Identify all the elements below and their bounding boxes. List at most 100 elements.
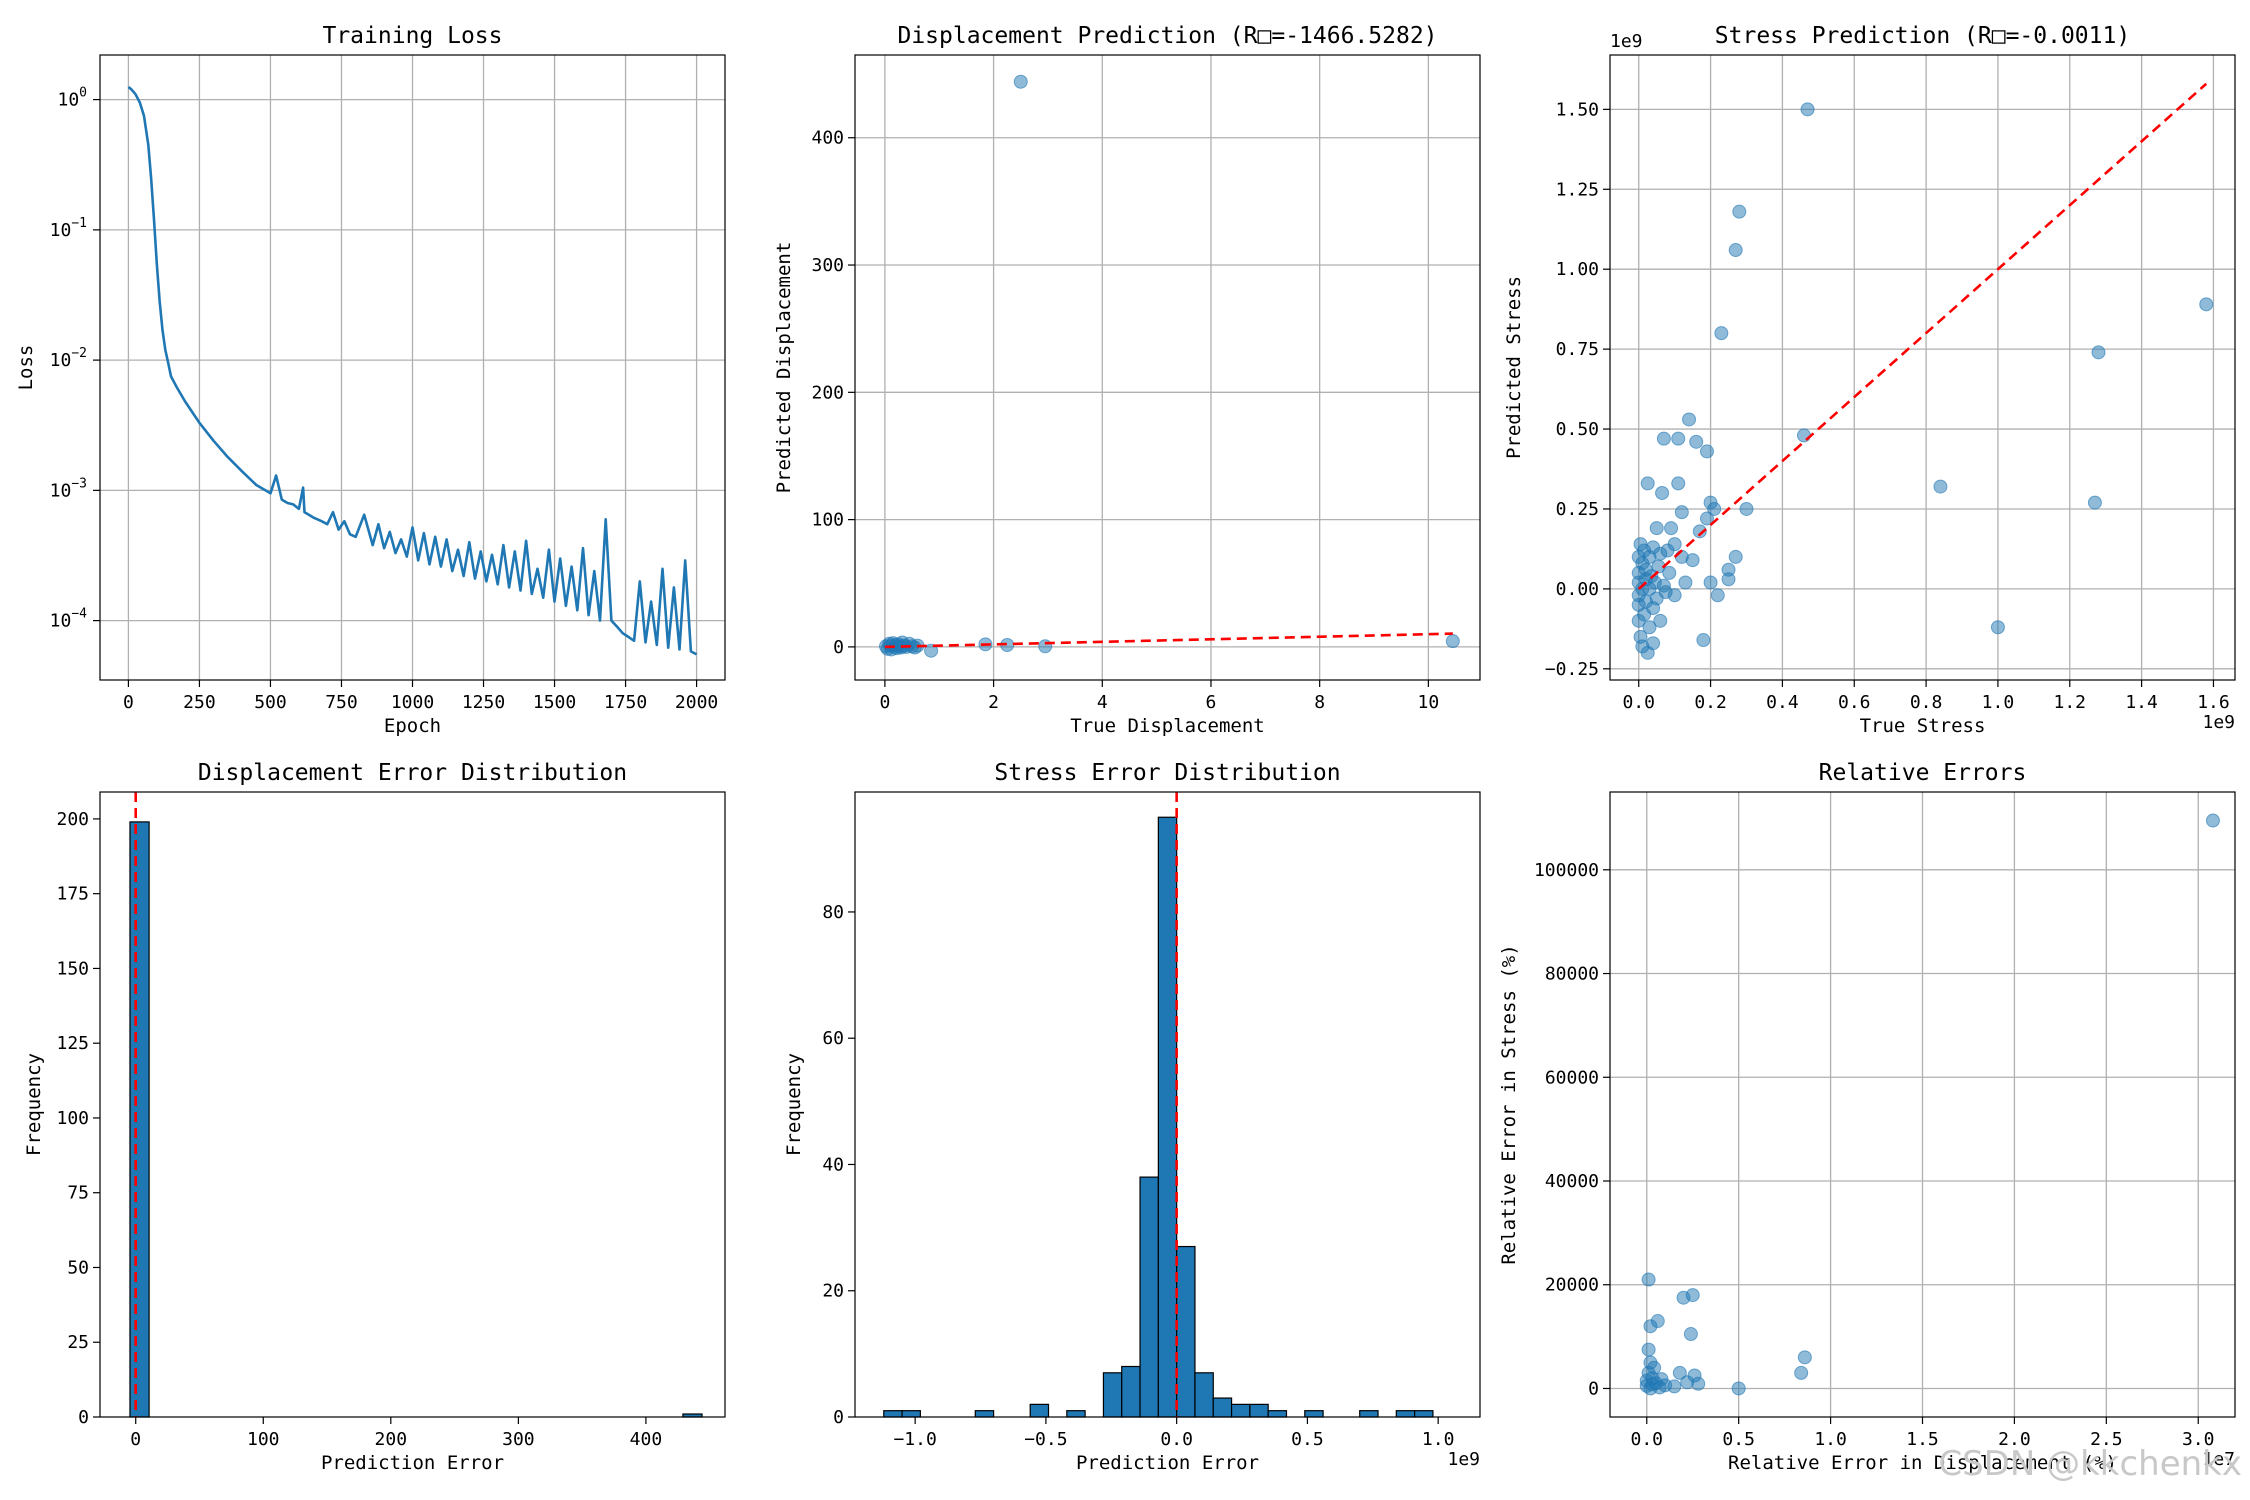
scatter-point (1703, 575, 1718, 590)
x-tick-label: −0.5 (1024, 1429, 1067, 1450)
subplot-training-loss: 0 250 500 750 1000 1250 1500 1750 200010010−110−… (15, 23, 726, 737)
scatter-point (1674, 505, 1689, 520)
y-tick-label: 10−4 (50, 607, 88, 632)
y-axis-label: Frequency (23, 1053, 45, 1156)
y-tick-label: 0.00 (1556, 579, 1599, 600)
chart-title: Training Loss (322, 23, 502, 49)
scatter-point (1656, 431, 1671, 446)
histogram-bar (1212, 1397, 1233, 1418)
x-axis-label: True Stress (1860, 715, 1986, 737)
x-tick-label: 1250 (462, 692, 505, 713)
tick-exponent: −2 (71, 346, 87, 361)
tick-exponent: −1 (71, 216, 87, 231)
y-tick-label: 100 (811, 510, 844, 531)
x-tick-label: 10 (1418, 692, 1440, 713)
histogram-bar (1139, 1176, 1159, 1418)
scatter-point (1794, 1365, 1809, 1380)
x-tick-label: 250 (183, 692, 216, 713)
y-tick-label: 0.50 (1556, 419, 1599, 440)
scatter-point (1797, 1350, 1812, 1365)
tick-base: 10 (57, 90, 79, 111)
y-tick-label: 175 (56, 884, 89, 905)
scatter-point (1685, 1288, 1700, 1303)
tick-base: 10 (50, 480, 72, 501)
scatter-point (2091, 345, 2106, 360)
tick-exponent: −4 (71, 607, 87, 622)
x-tick-label: 1.0 (1982, 692, 2015, 713)
x-tick-label: 0.0 (1622, 692, 1655, 713)
x-axis-label: Relative Error in Displacement (%) (1728, 1452, 2117, 1474)
histogram-bar (974, 1410, 995, 1418)
x-tick-label: 2.5 (2090, 1429, 2123, 1450)
scatter-point (1692, 524, 1707, 539)
y-tick-label: 100000 (1534, 860, 1599, 881)
x-offset-multiplier: 1e9 (2202, 712, 2235, 733)
axes-frame (854, 791, 1481, 1418)
scatter-point (1445, 634, 1460, 649)
x-tick-label: 6 (1206, 692, 1217, 713)
x-axis-label: True Displacement (1070, 715, 1264, 737)
histogram-bar (1359, 1410, 1379, 1418)
x-offset-multiplier: 1e9 (1447, 1449, 1480, 1470)
histogram-bar (129, 821, 150, 1418)
subplot-relative-errors: 0.0 0.5 1.0 1.5 2.0 2.5 3.0 0 20000 40000 60000 800… (1498, 760, 2236, 1474)
x-tick-label: 200 (375, 1429, 408, 1450)
y-tick-label: 0 (1588, 1378, 1599, 1399)
x-tick-label: 100 (247, 1429, 280, 1450)
scatter-point (1647, 1360, 1662, 1375)
scatter-point (1721, 562, 1736, 577)
loss-series-line (127, 85, 698, 656)
x-tick-label: 1.2 (2054, 692, 2087, 713)
scatter-point (1696, 633, 1711, 648)
y-axis-label: Predicted Displacement (773, 242, 795, 494)
scatter-point (2205, 813, 2220, 828)
x-tick-label: 0.0 (1631, 1429, 1664, 1450)
y-axis-label: Relative Error in Stress (%) (1498, 944, 1520, 1264)
scatter-point (1731, 1381, 1746, 1396)
scatter-point (2199, 297, 2214, 312)
y-tick-label: −0.25 (1545, 659, 1599, 680)
scatter-point (1672, 1365, 1687, 1380)
scatter-point (1662, 565, 1677, 580)
scatter-point (1707, 501, 1722, 516)
x-axis-label: Prediction Error (321, 1452, 504, 1474)
axes-frame (854, 54, 1481, 681)
x-tick-label: 0.0 (1160, 1429, 1193, 1450)
chart-title: Stress Error Distribution (994, 760, 1340, 786)
x-offset-multiplier: 1e7 (2202, 1449, 2235, 1470)
histogram-bar (1395, 1410, 1416, 1418)
scatter-point (1667, 537, 1682, 552)
scatter-point (1699, 444, 1714, 459)
y-tick-label: 0.25 (1556, 499, 1599, 520)
x-tick-label: 0 (879, 692, 890, 713)
chart-title: Stress Prediction (R□=-0.0011) (1715, 23, 2130, 49)
y-tick-label: 200 (811, 382, 844, 403)
chart-title: Displacement Prediction (R□=-1466.5282) (897, 23, 1437, 49)
scatter-point (1732, 204, 1747, 219)
scatter-point (1671, 476, 1686, 491)
x-tick-label: 2.0 (1998, 1429, 2031, 1450)
x-tick-label: 1500 (533, 692, 576, 713)
x-tick-label: 0.5 (1722, 1429, 1755, 1450)
scatter-point (1689, 434, 1704, 449)
histogram-bar (1157, 816, 1178, 1418)
scatter-point (1642, 620, 1657, 635)
y-tick-label: 20000 (1545, 1275, 1599, 1296)
histogram-bar (1121, 1365, 1141, 1418)
y-tick-label: 300 (811, 255, 844, 276)
tick-exponent: 0 (79, 86, 87, 101)
y-tick-label: 125 (56, 1033, 89, 1054)
y-tick-label: 20 (822, 1281, 844, 1302)
axes-frame (99, 54, 726, 681)
histogram-bar (1249, 1403, 1269, 1418)
y-tick-label: 1.25 (1556, 179, 1599, 200)
scatter-point (924, 643, 939, 658)
y-tick-label: 60000 (1545, 1067, 1599, 1088)
y-axis-label: Loss (15, 345, 37, 391)
ideal-reference-line (884, 632, 1453, 649)
scatter-point (2087, 495, 2102, 510)
x-tick-label: 500 (254, 692, 287, 713)
y-tick-label: 75 (67, 1183, 89, 1204)
ideal-reference-line (1637, 82, 2208, 590)
